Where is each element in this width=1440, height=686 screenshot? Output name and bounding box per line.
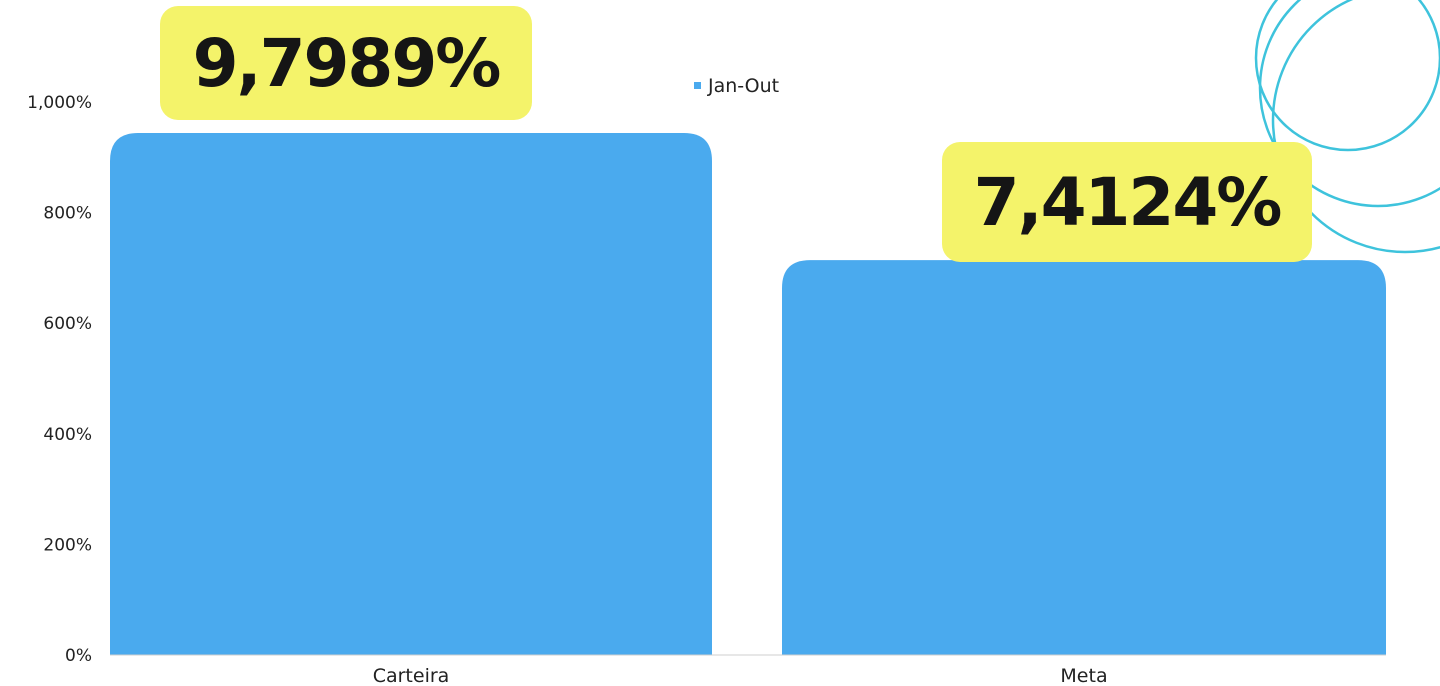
bar-meta [782, 260, 1386, 655]
legend: Jan-Out [694, 75, 779, 97]
x-category-label: Meta [1060, 665, 1107, 686]
y-tick-label: 1,000% [27, 93, 92, 113]
callout-background [942, 142, 1312, 262]
decorative-circle [1258, 0, 1440, 208]
x-axis: Carteira Meta [110, 654, 1386, 686]
bars [110, 133, 1386, 655]
value-callouts: 9,7989% 7,4124% [160, 6, 1312, 262]
callout-background [160, 6, 532, 120]
decorative-circles [1254, 0, 1440, 254]
data-label: 7,4124% [974, 164, 1282, 241]
y-tick-label: 600% [43, 314, 92, 334]
y-tick-label: 400% [43, 425, 92, 445]
decorative-circle [1271, 0, 1440, 254]
y-tick-label: 0% [65, 646, 92, 666]
x-category-label: Carteira [373, 665, 450, 686]
value-callout: 7,4124% [942, 142, 1312, 262]
y-tick-label: 800% [43, 204, 92, 224]
legend-swatch [694, 82, 701, 89]
decorative-circle [1254, 0, 1440, 152]
legend-entry: Jan-Out [707, 75, 779, 97]
data-label: 9,7989% [193, 25, 501, 102]
y-axis: 0% 200% 400% 600% 800% 1,000% [27, 93, 92, 666]
bar-carteira [110, 133, 712, 655]
value-callout: 9,7989% [160, 6, 532, 120]
y-tick-label: 200% [43, 535, 92, 555]
